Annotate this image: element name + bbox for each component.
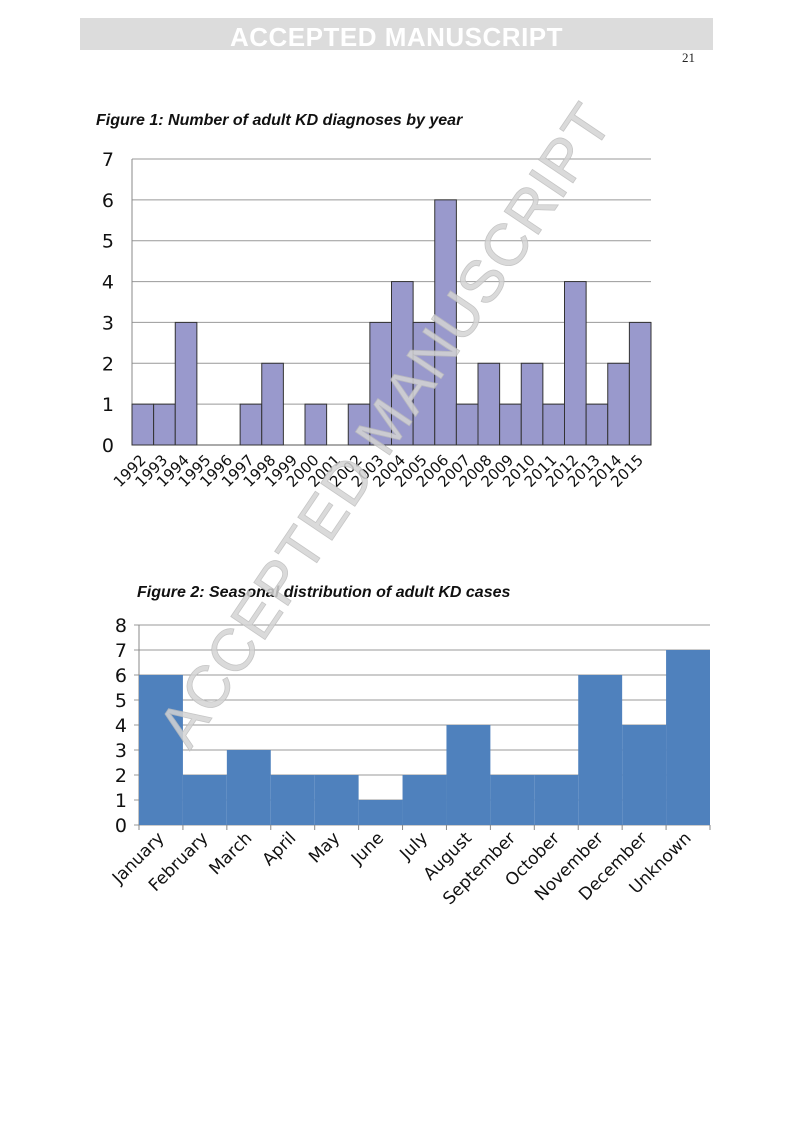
y-tick-label: 3 bbox=[102, 312, 114, 334]
y-tick-label: 2 bbox=[115, 765, 127, 787]
bar-2010 bbox=[520, 362, 544, 446]
bar-Unknown bbox=[666, 650, 710, 825]
y-tick-label: 0 bbox=[102, 435, 114, 457]
y-tick-label: 5 bbox=[115, 690, 127, 712]
bar-2012 bbox=[564, 281, 587, 446]
accepted-manuscript-banner: ACCEPTED MANUSCRIPT bbox=[80, 18, 713, 50]
bar-2015 bbox=[628, 321, 652, 446]
bar-2006 bbox=[434, 199, 457, 446]
y-tick-label: 1 bbox=[115, 790, 127, 812]
y-tick-label: 7 bbox=[115, 640, 127, 662]
y-tick-label: 5 bbox=[102, 231, 114, 253]
bar-November bbox=[578, 675, 623, 825]
y-tick-label: 2 bbox=[102, 353, 114, 375]
page-number: 21 bbox=[682, 50, 695, 65]
bar-May bbox=[314, 775, 359, 825]
y-tick-label: 1 bbox=[102, 394, 114, 416]
bar-1992 bbox=[131, 403, 155, 446]
bar-2007 bbox=[455, 403, 479, 446]
bar-2013 bbox=[585, 403, 609, 446]
x-tick-label: March bbox=[206, 828, 257, 879]
x-tick-label: April bbox=[259, 828, 301, 870]
bar-2000 bbox=[304, 403, 328, 446]
bar-April bbox=[270, 775, 315, 825]
bar-June bbox=[358, 800, 403, 825]
bar-March bbox=[226, 750, 271, 825]
y-tick-label: 7 bbox=[102, 149, 114, 171]
bar-2008 bbox=[477, 362, 501, 446]
figure-1-title: Figure 1: Number of adult KD diagnoses b… bbox=[96, 112, 463, 129]
y-tick-label: 4 bbox=[102, 272, 114, 294]
bar-December bbox=[622, 725, 667, 825]
bar-1998 bbox=[261, 362, 284, 446]
bar-July bbox=[402, 775, 447, 825]
y-tick-label: 6 bbox=[102, 190, 114, 212]
bar-1993 bbox=[153, 403, 176, 446]
x-tick-label: July bbox=[396, 828, 432, 864]
y-tick-label: 3 bbox=[115, 740, 127, 762]
bar-August bbox=[446, 725, 491, 825]
y-tick-label: 8 bbox=[115, 615, 127, 637]
bar-January bbox=[139, 675, 183, 825]
bar-1994 bbox=[174, 321, 198, 446]
y-tick-label: 6 bbox=[115, 665, 127, 687]
x-tick-label: May bbox=[305, 828, 344, 867]
bar-2011 bbox=[542, 403, 565, 446]
y-tick-label: 0 bbox=[115, 815, 127, 837]
bar-February bbox=[182, 775, 227, 825]
y-tick-label: 4 bbox=[115, 715, 127, 737]
bar-1997 bbox=[239, 403, 263, 446]
figure-2-title: Figure 2: Seasonal distribution of adult… bbox=[137, 584, 511, 601]
bar-2004 bbox=[391, 281, 414, 446]
bar-2014 bbox=[607, 362, 630, 446]
bar-2002 bbox=[347, 403, 371, 446]
x-tick-label: June bbox=[347, 828, 388, 869]
bar-2009 bbox=[499, 403, 522, 446]
bar-October bbox=[534, 775, 579, 825]
bar-2005 bbox=[412, 321, 436, 446]
bar-2003 bbox=[369, 321, 392, 446]
bar-September bbox=[490, 775, 535, 825]
